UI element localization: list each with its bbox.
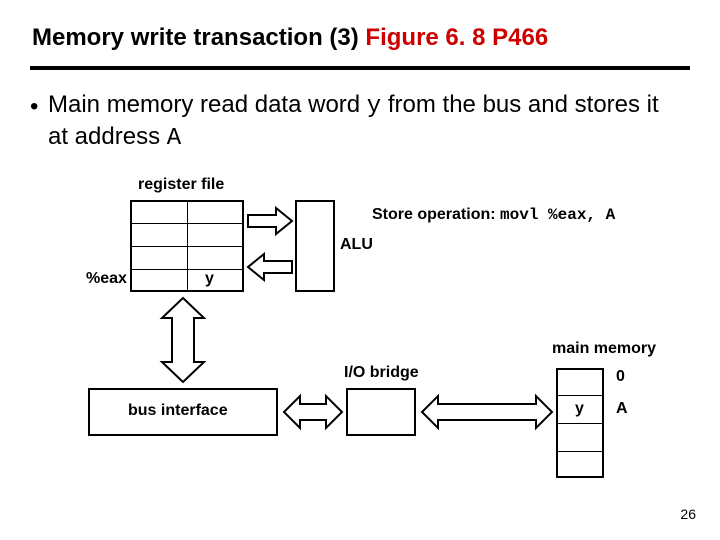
bullet-code2: A [167, 125, 181, 152]
arrow-alu-to-regfile [246, 252, 294, 282]
title-black: Memory write transaction (3) [32, 24, 365, 51]
slide-title: Memory write transaction (3) Figure 6. 8… [32, 24, 692, 52]
title-rule [30, 66, 690, 70]
store-op-code: movl %eax, A [500, 206, 615, 224]
memory-row-line [556, 395, 604, 396]
alu-label: ALU [340, 236, 373, 254]
bullet-code1: y [367, 93, 381, 120]
arrow-regfile-to-alu [246, 206, 294, 236]
register-file-label: register file [138, 176, 224, 194]
bullet-text: • Main memory read data word y from the … [48, 90, 678, 154]
main-memory-label: main memory [552, 340, 656, 358]
memory-row-line [556, 423, 604, 424]
bullet-dot: • [30, 92, 38, 122]
memory-value-y: y [575, 400, 584, 418]
arrow-busif-iobridge [282, 392, 344, 432]
store-operation-label: Store operation: movl %eax, A [372, 206, 615, 224]
memory-address-A: A [616, 400, 628, 418]
regfile-col-line [187, 200, 188, 292]
io-bridge-box [346, 388, 416, 436]
regfile-y-value: y [205, 270, 214, 288]
arrow-regfile-businterface [148, 296, 218, 384]
memory-address-0: 0 [616, 368, 625, 386]
title-red: Figure 6. 8 P466 [365, 24, 548, 51]
memory-row-line [556, 451, 604, 452]
arrow-iobridge-memory [420, 392, 554, 432]
store-op-pre: Store operation: [372, 206, 500, 223]
bus-interface-label: bus interface [128, 402, 228, 420]
alu-box [295, 200, 335, 292]
io-bridge-label: I/O bridge [344, 364, 419, 382]
eax-label: %eax [86, 270, 127, 288]
bullet-pre: Main memory read data word [48, 91, 367, 118]
page-number: 26 [680, 506, 696, 522]
